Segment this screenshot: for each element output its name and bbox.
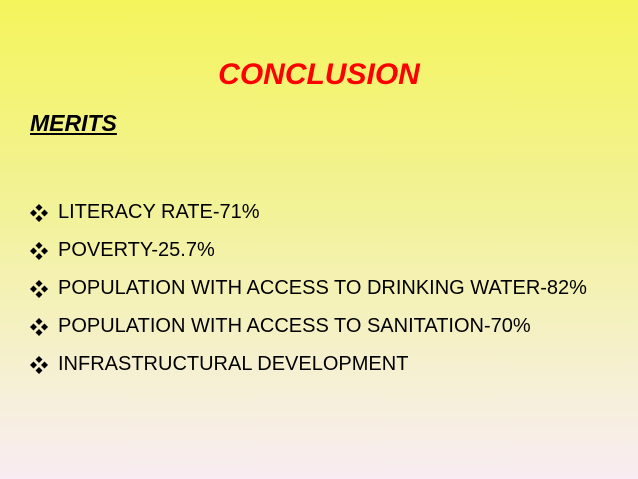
bullet-diamond	[41, 285, 48, 293]
bullet-diamond	[41, 247, 48, 255]
bullet-diamond	[35, 253, 43, 260]
bullet-icon	[30, 242, 48, 260]
bullet-diamond	[30, 285, 37, 293]
bullet-diamond	[41, 323, 48, 331]
slide-subtitle: MERITS	[30, 110, 117, 136]
bullet-diamond	[30, 209, 37, 217]
bullet-item: POPULATION WITH ACCESS TO SANITATION-70%	[30, 310, 614, 343]
slide-title: CONCLUSION	[218, 58, 420, 91]
bullet-diamond	[35, 215, 43, 222]
bullet-icon	[30, 204, 48, 222]
bullet-diamond	[41, 361, 48, 369]
bullet-diamond	[30, 247, 37, 255]
bullet-diamond	[35, 367, 43, 374]
bullet-item: LITERACY RATE-71%	[30, 196, 614, 229]
bullet-diamond	[41, 209, 48, 217]
bullet-icon	[30, 356, 48, 374]
bullet-item: POPULATION WITH ACCESS TO DRINKING WATER…	[30, 272, 614, 305]
bullet-icon	[30, 280, 48, 298]
bullet-diamond	[30, 361, 37, 369]
bullet-text: LITERACY RATE-71%	[58, 201, 260, 223]
bullet-text: POPULATION WITH ACCESS TO SANITATION-70%	[58, 315, 531, 337]
bullet-diamond	[35, 280, 43, 287]
bullet-diamond	[35, 318, 43, 325]
bullet-text: POVERTY-25.7%	[58, 239, 215, 261]
bullet-diamond	[35, 329, 43, 336]
bullet-diamond	[35, 242, 43, 249]
bullet-diamond	[35, 356, 43, 363]
bullet-text: INFRASTRUCTURAL DEVELOPMENT	[58, 353, 409, 375]
bullet-item: POVERTY-25.7%	[30, 234, 614, 267]
bullet-text: POPULATION WITH ACCESS TO DRINKING WATER…	[58, 277, 587, 299]
bullet-diamond	[35, 204, 43, 211]
bullet-diamond	[35, 291, 43, 298]
bullet-list: LITERACY RATE-71% POVERTY-25.7% POPULATION…	[30, 196, 614, 386]
bullet-icon	[30, 318, 48, 336]
bullet-item: INFRASTRUCTURAL DEVELOPMENT	[30, 348, 614, 381]
bullet-diamond	[30, 323, 37, 331]
